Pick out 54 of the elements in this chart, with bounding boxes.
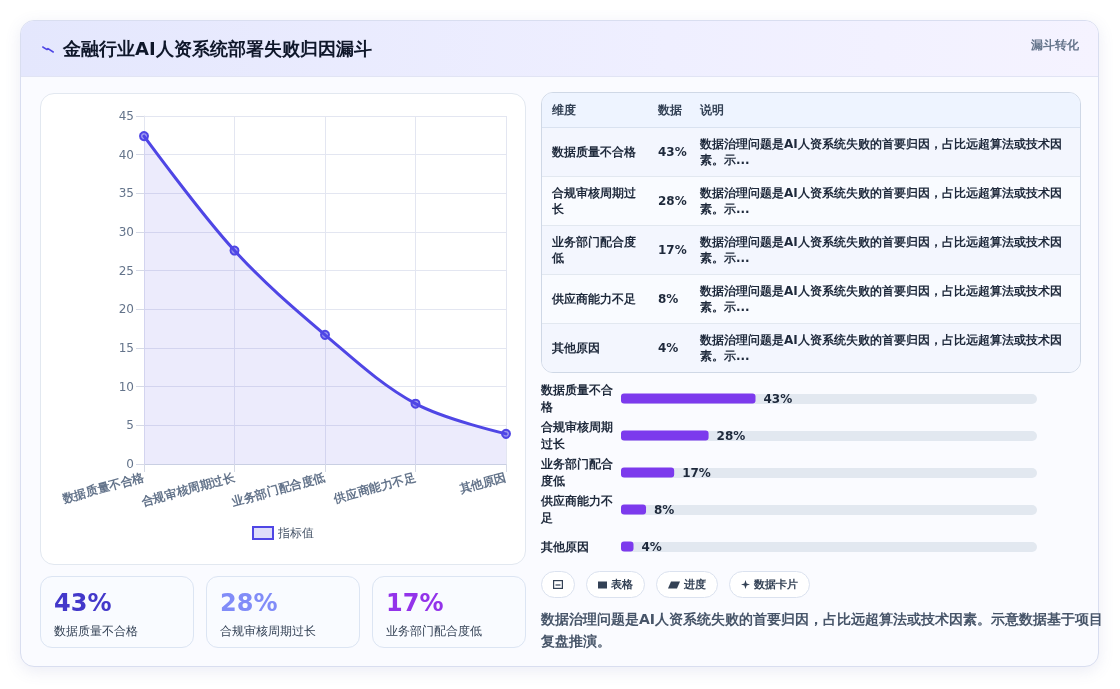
y-tick-label: 其他原因 [540,539,589,554]
text: 数据治理问题是AI人资系统失败的首要归因，占比远超算法或技术因素。示... [690,225,1080,275]
x-tick-label: 供应商能力不足 [331,470,418,506]
y-tick-label: 5 [126,418,134,433]
text: 数据治理问题是AI人资系统失败的首要归因，占比远超算法或技术因素。示意数据基于项目复盘推演。 [541,610,1105,651]
y-tick-label: 15 [118,341,134,355]
data-label: 43% [763,391,793,406]
point [229,245,240,256]
y-tick-label: 45 [118,109,134,123]
y-tick-label: 20 [118,302,134,317]
point [410,398,421,409]
point [139,131,149,142]
category-label: 数据卡片 [754,577,798,592]
category-label: 业务部门配合度低 [386,623,482,639]
text: 数据治理问题是AI人资系统失败的首要归因，占比远超算法或技术因素。示... [690,323,1080,372]
bar [621,430,709,441]
text: 漏斗转化 [1031,37,1079,54]
y-tick-label: 35 [118,186,134,201]
text: 8% [658,292,679,306]
category-label: 合规审核周期过长 [220,623,316,639]
text: 28% [220,589,278,617]
text: 43% [658,145,687,159]
x-tick-label: 其他原因 [456,470,508,497]
text: 数据治理问题是AI人资系统失败的首要归因，占比远超算法或技术因素。示... [690,176,1080,226]
point [320,329,330,340]
legend-label: 指标值 [277,526,314,540]
y-tick-label: 数据质量不合格 [540,383,614,414]
chart-title: 金融行业AI人资系统部署失败归因漏斗 [63,37,372,61]
text: 数据 [648,93,690,128]
text: 17% [658,243,687,257]
y-tick-label: 40 [118,147,134,162]
data-label: 8% [654,502,675,517]
y-tick-label: 25 [118,263,134,278]
point [501,428,511,439]
text: 28% [658,194,687,208]
y-tick-label: 合规审核周期过长 [540,420,613,451]
y-tick-label: 10 [118,379,134,394]
text: 4% [658,341,679,355]
text: 17% [386,589,444,617]
category-label: 进度 [684,577,706,592]
text: 维度 [542,93,648,128]
text: 数据治理问题是AI人资系统失败的首要归因，占比远超算法或技术因素。示... [690,127,1080,177]
y-tick-label: 0 [126,457,134,471]
data-label: 28% [716,428,746,443]
data-label: 4% [641,539,662,554]
text: 43% [54,589,112,617]
text: 数据治理问题是AI人资系统失败的首要归因，占比远超算法或技术因素。示... [690,274,1080,324]
data-label: 17% [682,465,711,480]
y-tick-label: 30 [118,225,134,239]
bar [621,504,647,515]
bar [621,467,675,478]
category-label: 表格 [611,577,633,592]
text: 说明 [690,93,1080,128]
bar [621,393,756,404]
